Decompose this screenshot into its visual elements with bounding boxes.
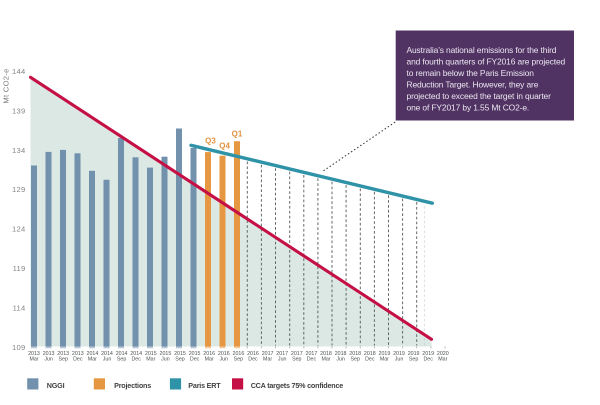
svg-text:2013: 2013 [72, 351, 84, 357]
svg-text:2017: 2017 [306, 351, 318, 357]
svg-text:2020: 2020 [437, 351, 449, 357]
svg-text:one of FY2017 by 1.55 Mt CO2-e: one of FY2017 by 1.55 Mt CO2-e. [407, 102, 530, 112]
svg-text:114: 114 [13, 304, 26, 313]
svg-text:Sep: Sep [234, 356, 243, 362]
svg-text:2013: 2013 [57, 351, 69, 357]
svg-text:2013: 2013 [28, 351, 40, 357]
svg-text:2014: 2014 [116, 351, 128, 357]
svg-text:2016: 2016 [203, 351, 215, 357]
svg-text:2015: 2015 [160, 351, 172, 357]
svg-text:Jun: Jun [395, 356, 404, 362]
svg-text:Dec: Dec [131, 356, 141, 362]
svg-text:2019: 2019 [422, 351, 434, 357]
svg-text:CCA targets 75% confidence: CCA targets 75% confidence [251, 381, 344, 390]
svg-text:2016: 2016 [247, 351, 259, 357]
svg-text:2013: 2013 [43, 351, 55, 357]
svg-text:Mar: Mar [88, 356, 97, 362]
svg-text:Jun: Jun [220, 356, 229, 362]
svg-text:Q1: Q1 [232, 130, 243, 139]
svg-text:Reduction Target. However, the: Reduction Target. However, they are [407, 79, 539, 89]
svg-text:2017: 2017 [291, 351, 303, 357]
svg-text:2018: 2018 [349, 351, 361, 357]
svg-text:Mar: Mar [146, 356, 155, 362]
svg-text:Mt CO2-e: Mt CO2-e [2, 68, 11, 103]
svg-text:to remain below the Paris Emis: to remain below the Paris Emission [407, 68, 535, 78]
svg-text:Sep: Sep [409, 356, 418, 362]
svg-text:2014: 2014 [87, 351, 99, 357]
svg-text:Dec: Dec [307, 356, 317, 362]
svg-text:2015: 2015 [189, 351, 201, 357]
svg-text:Mar: Mar [205, 356, 214, 362]
svg-text:2014: 2014 [101, 351, 113, 357]
svg-text:119: 119 [13, 264, 26, 273]
svg-text:Mar: Mar [438, 356, 447, 362]
svg-text:Dec: Dec [423, 356, 433, 362]
svg-text:2018: 2018 [364, 351, 376, 357]
svg-text:2016: 2016 [218, 351, 230, 357]
svg-text:Sep: Sep [117, 356, 126, 362]
svg-text:Jun: Jun [336, 356, 345, 362]
svg-text:Sep: Sep [292, 356, 301, 362]
svg-text:Jun: Jun [278, 356, 287, 362]
svg-text:139: 139 [12, 106, 26, 115]
svg-text:2015: 2015 [145, 351, 157, 357]
svg-text:124: 124 [12, 225, 26, 234]
svg-text:Dec: Dec [365, 356, 375, 362]
svg-text:109: 109 [12, 343, 26, 352]
svg-text:projected to exceed the target: projected to exceed the target in quarte… [407, 91, 552, 101]
svg-text:2015: 2015 [174, 351, 186, 357]
svg-text:Dec: Dec [190, 356, 200, 362]
svg-text:Mar: Mar [29, 356, 38, 362]
svg-text:Projections: Projections [114, 381, 151, 390]
svg-text:Jun: Jun [103, 356, 112, 362]
svg-text:Jun: Jun [44, 356, 53, 362]
svg-text:144: 144 [12, 67, 26, 76]
svg-text:2019: 2019 [379, 351, 391, 357]
svg-text:2014: 2014 [130, 351, 142, 357]
svg-text:2018: 2018 [320, 351, 332, 357]
svg-text:Sep: Sep [175, 356, 184, 362]
svg-text:2019: 2019 [393, 351, 405, 357]
svg-text:129: 129 [12, 185, 26, 194]
svg-text:2017: 2017 [276, 351, 288, 357]
svg-text:Sep: Sep [350, 356, 359, 362]
svg-text:Q4: Q4 [219, 142, 230, 151]
svg-text:Mar: Mar [263, 356, 272, 362]
svg-text:Sep: Sep [58, 356, 67, 362]
svg-text:Jun: Jun [161, 356, 170, 362]
svg-text:Q3: Q3 [205, 136, 216, 145]
svg-text:Mar: Mar [321, 356, 330, 362]
svg-text:2018: 2018 [335, 351, 347, 357]
svg-text:2019: 2019 [408, 351, 420, 357]
svg-text:Dec: Dec [248, 356, 258, 362]
svg-text:2016: 2016 [233, 351, 245, 357]
svg-text:134: 134 [12, 146, 26, 155]
svg-text:and fourth quarters of FY2016: and fourth quarters of FY2016 are projec… [407, 56, 566, 66]
svg-text:Paris ERT: Paris ERT [188, 381, 221, 390]
svg-text:Mar: Mar [380, 356, 389, 362]
svg-text:2017: 2017 [262, 351, 274, 357]
svg-text:NGGI: NGGI [47, 381, 65, 390]
svg-text:Dec: Dec [73, 356, 83, 362]
svg-text:Australia’s national emissions: Australia’s national emissions for the t… [407, 45, 557, 55]
